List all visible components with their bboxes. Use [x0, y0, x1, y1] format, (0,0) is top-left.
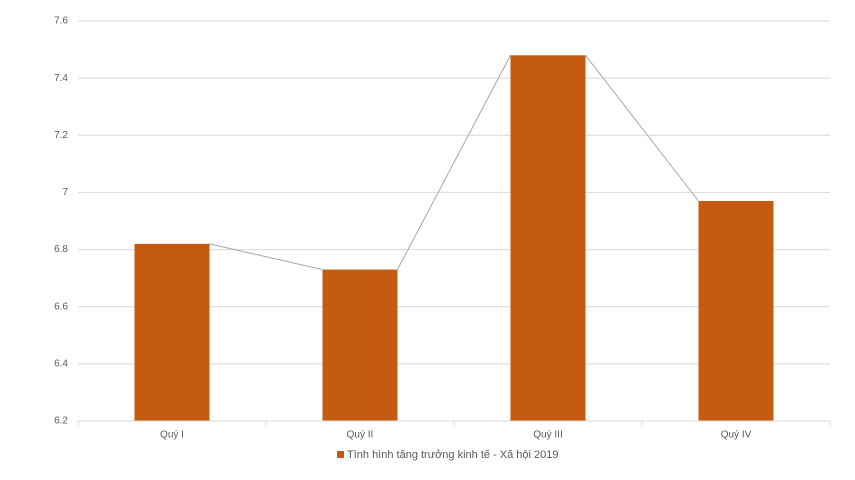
y-tick-label: 7.2 — [54, 130, 68, 141]
y-tick-label: 6.2 — [54, 416, 68, 427]
bar — [134, 243, 210, 421]
series-line — [397, 55, 511, 270]
y-tick-label: 7 — [62, 187, 68, 198]
x-tick-label: Quý I — [160, 430, 184, 441]
x-tick-label: Quý IV — [721, 430, 752, 441]
series-line — [585, 54, 699, 202]
y-tick-label: 6.6 — [54, 301, 68, 312]
y-tick-label: 7.4 — [54, 73, 68, 84]
legend-label: Tình hình tăng trưởng kinh tế - Xã hội 2… — [347, 449, 559, 461]
y-tick-label: 7.6 — [54, 16, 68, 27]
y-tick-label: 6.4 — [54, 358, 68, 369]
legend-swatch — [337, 451, 344, 458]
y-tick-label: 6.8 — [54, 244, 68, 255]
series-line — [209, 243, 323, 271]
bar — [510, 55, 586, 422]
bar — [698, 201, 774, 421]
x-tick-label: Quý III — [533, 430, 562, 441]
x-tick-label: Quý II — [347, 430, 374, 441]
bar — [322, 269, 398, 421]
